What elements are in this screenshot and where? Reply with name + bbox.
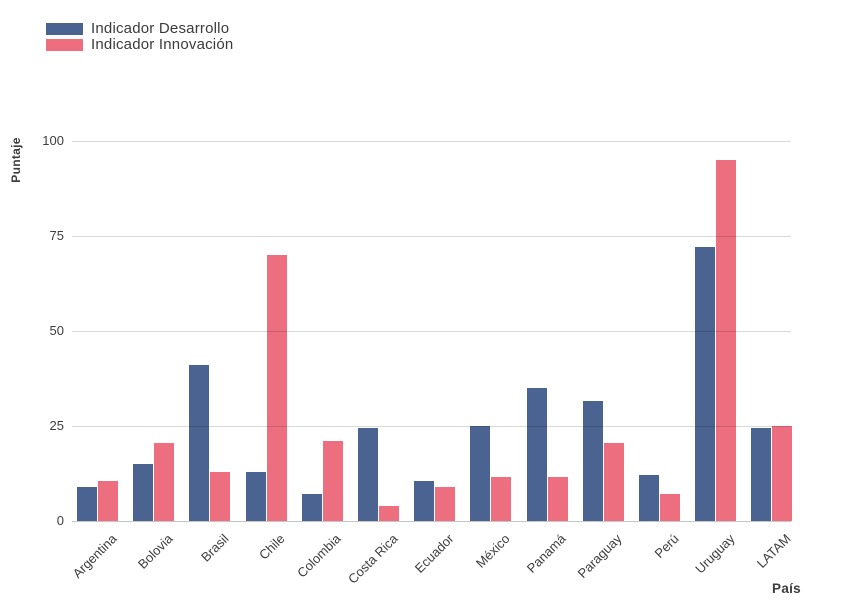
gridline-100 — [72, 141, 791, 142]
legend-label-desarrollo: Indicador Desarrollo — [91, 20, 230, 37]
bar-innovacion-brasil — [210, 472, 231, 521]
x-tick-label-ecuador: Ecuador — [411, 531, 457, 576]
y-tick-label-50: 50 — [49, 323, 64, 338]
bar-innovacion-colombia — [322, 441, 343, 521]
bar-desarrollo-costa-rica — [358, 428, 378, 521]
x-tick-label-latam: LATAM — [753, 531, 794, 571]
x-tick-label-colombia: Colombia — [294, 531, 344, 581]
bar-desarrollo-ecuador — [414, 481, 435, 521]
bar-desarrollo-panama — [526, 388, 547, 521]
x-tick-label-peru: Perú — [651, 531, 682, 562]
x-tick-label-bolovia: Bolovia — [134, 531, 176, 572]
y-tick-label-100: 100 — [42, 133, 64, 148]
y-axis-title: Puntaje — [9, 137, 23, 183]
legend-swatch-desarrollo — [46, 22, 83, 35]
x-tick-label-costa-rica: Costa Rica — [344, 531, 401, 587]
bar-innovacion-latam — [772, 426, 793, 521]
legend-label-innovacion: Indicador Innovación — [91, 36, 234, 53]
bar-desarrollo-argentina — [77, 487, 97, 521]
bar-desarrollo-colombia — [301, 494, 322, 521]
bar-desarrollo-brasil — [189, 365, 210, 521]
bar-desarrollo-bolovia — [133, 464, 154, 521]
x-tick-label-chile: Chile — [256, 531, 288, 563]
bar-desarrollo-mexico — [470, 426, 491, 521]
y-tick-label-0: 0 — [56, 513, 64, 528]
x-axis-title: País — [772, 581, 801, 596]
legend-item-innovacion: Indicador Innovación — [46, 36, 234, 53]
x-tick-label-panama: Panamá — [523, 531, 569, 576]
bar-desarrollo-latam — [751, 428, 772, 521]
bar-innovacion-paraguay — [603, 443, 624, 521]
bar-innovacion-chile — [266, 255, 287, 521]
x-tick-label-mexico: México — [472, 531, 513, 571]
gridline-50 — [72, 331, 791, 332]
bar-innovacion-peru — [660, 494, 680, 521]
x-tick-label-paraguay: Paraguay — [574, 531, 625, 581]
legend-item-desarrollo: Indicador Desarrollo — [46, 20, 233, 37]
y-tick-label-75: 75 — [49, 228, 64, 243]
bar-innovacion-argentina — [98, 481, 118, 521]
x-tick-label-argentina: Argentina — [69, 531, 120, 581]
legend-swatch-innovacion — [46, 38, 83, 51]
bar-innovacion-mexico — [491, 477, 512, 521]
x-tick-label-uruguay: Uruguay — [691, 531, 738, 577]
bar-desarrollo-chile — [245, 472, 266, 521]
bar-desarrollo-paraguay — [582, 401, 603, 521]
bar-innovacion-uruguay — [716, 160, 737, 521]
x-axis-line — [72, 521, 791, 522]
y-tick-label-25: 25 — [49, 418, 64, 433]
x-tick-label-brasil: Brasil — [197, 531, 232, 565]
gridline-25 — [72, 426, 791, 427]
bar-desarrollo-uruguay — [695, 247, 716, 521]
bar-innovacion-panama — [547, 477, 568, 521]
chart-legend: Indicador Desarrollo Indicador Innovació… — [46, 20, 234, 53]
bar-innovacion-ecuador — [435, 487, 456, 521]
bar-desarrollo-peru — [639, 475, 659, 521]
bar-innovacion-bolovia — [154, 443, 175, 521]
gridline-75 — [72, 236, 791, 237]
bar-innovacion-costa-rica — [379, 506, 399, 521]
